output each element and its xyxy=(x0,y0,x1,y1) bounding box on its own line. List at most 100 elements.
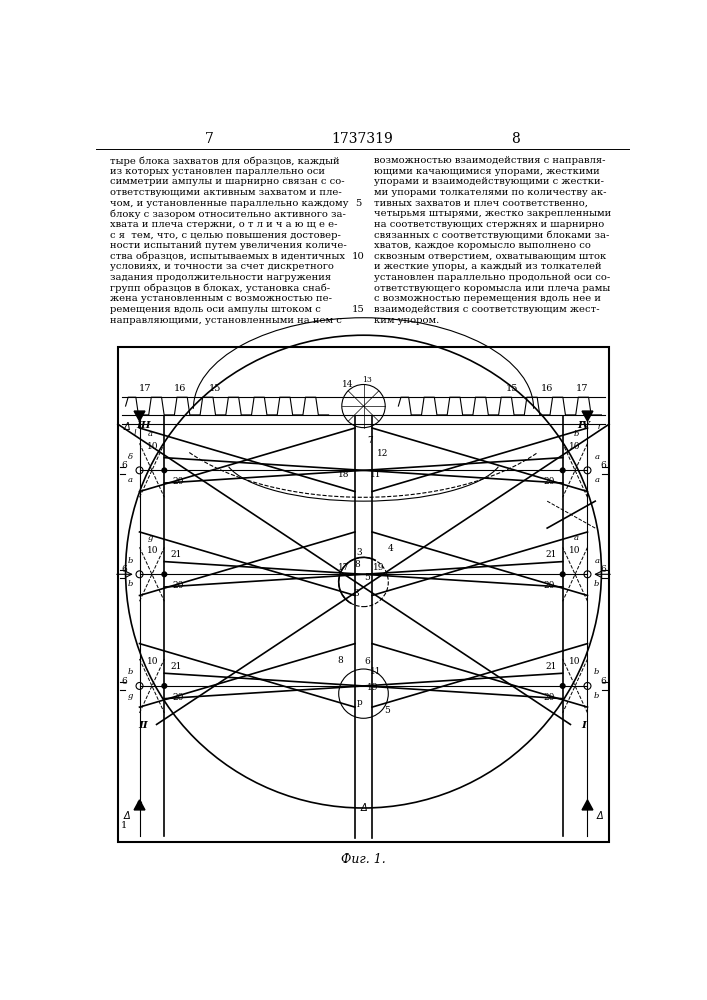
Text: 20: 20 xyxy=(543,477,554,486)
Text: направляющими, установленными на нем с: направляющими, установленными на нем с xyxy=(110,316,342,325)
Text: b: b xyxy=(127,668,133,676)
Text: 6: 6 xyxy=(121,565,127,574)
Text: 13: 13 xyxy=(363,376,373,384)
Text: 8: 8 xyxy=(354,560,360,569)
Text: на соответствующих стержнях и шарнирно: на соответствующих стержнях и шарнирно xyxy=(373,220,604,229)
Circle shape xyxy=(162,468,167,473)
Text: ности испытаний путем увеличения количе-: ности испытаний путем увеличения количе- xyxy=(110,241,347,250)
Text: 6: 6 xyxy=(121,461,127,470)
Polygon shape xyxy=(134,800,145,810)
Text: хвата и плеча стержни, о т л и ч а ю щ е е-: хвата и плеча стержни, о т л и ч а ю щ е… xyxy=(110,220,337,229)
Text: l: l xyxy=(134,429,136,438)
Text: δ: δ xyxy=(128,453,133,461)
Text: возможностью взаимодействия с направля-: возможностью взаимодействия с направля- xyxy=(373,156,605,165)
Text: 17: 17 xyxy=(139,384,151,393)
Text: 20: 20 xyxy=(173,477,184,486)
Text: b: b xyxy=(127,580,133,588)
Text: тыре блока захватов для образцов, каждый: тыре блока захватов для образцов, каждый xyxy=(110,156,339,166)
Text: g: g xyxy=(148,534,153,542)
Text: 21: 21 xyxy=(170,550,182,559)
Text: 21: 21 xyxy=(545,662,556,671)
Polygon shape xyxy=(134,411,145,421)
Text: 16: 16 xyxy=(541,384,554,393)
Text: 6: 6 xyxy=(600,565,606,574)
Text: II: II xyxy=(139,721,148,730)
Text: b: b xyxy=(127,557,133,565)
Text: 2: 2 xyxy=(136,801,143,810)
Text: 3: 3 xyxy=(357,548,363,557)
Text: хватов, каждое коромысло выполнено со: хватов, каждое коромысло выполнено со xyxy=(373,241,590,250)
Text: задания продолжительности нагружения: задания продолжительности нагружения xyxy=(110,273,331,282)
Text: a: a xyxy=(595,453,600,461)
Text: 17: 17 xyxy=(575,384,588,393)
Text: 20: 20 xyxy=(173,581,184,590)
Text: 10: 10 xyxy=(147,546,158,555)
Text: чом, и установленные параллельно каждому: чом, и установленные параллельно каждому xyxy=(110,199,349,208)
Text: 15: 15 xyxy=(209,384,221,393)
Text: 10: 10 xyxy=(568,546,580,555)
Text: взаимодействия с соответствующим жест-: взаимодействия с соответствующим жест- xyxy=(373,305,600,314)
Text: 1737319: 1737319 xyxy=(332,132,393,146)
Circle shape xyxy=(162,684,167,688)
Text: ремещения вдоль оси ампулы штоком с: ремещения вдоль оси ампулы штоком с xyxy=(110,305,321,314)
Text: 15: 15 xyxy=(506,384,518,393)
Text: ответствующего коромысла или плеча рамы: ответствующего коромысла или плеча рамы xyxy=(373,284,610,293)
Text: 8: 8 xyxy=(337,656,343,665)
Text: р: р xyxy=(357,698,363,707)
Text: r: r xyxy=(598,422,602,431)
Text: Фиг. 1.: Фиг. 1. xyxy=(341,853,386,866)
Text: четырьмя штырями, жестко закрепленными: четырьмя штырями, жестко закрепленными xyxy=(373,209,611,218)
Text: g: g xyxy=(127,692,133,700)
Text: 10: 10 xyxy=(147,657,158,666)
Text: 20: 20 xyxy=(543,581,554,590)
Text: и жесткие упоры, а каждый из толкателей: и жесткие упоры, а каждый из толкателей xyxy=(373,262,601,271)
Text: 12: 12 xyxy=(378,449,389,458)
Text: сквозным отверстием, охватывающим шток: сквозным отверстием, охватывающим шток xyxy=(373,252,606,261)
Text: 19: 19 xyxy=(373,563,385,572)
Text: с я  тем, что, с целью повышения достовер-: с я тем, что, с целью повышения достовер… xyxy=(110,231,341,240)
Text: Δ: Δ xyxy=(124,811,130,821)
Text: 16: 16 xyxy=(174,384,186,393)
Text: ответствующими активным захватом и пле-: ответствующими активным захватом и пле- xyxy=(110,188,341,197)
Text: ким упором.: ким упором. xyxy=(373,316,439,325)
Text: 7: 7 xyxy=(368,436,373,445)
Text: 14: 14 xyxy=(342,380,354,389)
Text: ства образцов, испытываемых в идентичных: ства образцов, испытываемых в идентичных xyxy=(110,252,345,261)
Text: a: a xyxy=(148,430,153,438)
Text: 1: 1 xyxy=(121,821,127,830)
Polygon shape xyxy=(582,800,593,810)
Text: b: b xyxy=(594,668,600,676)
Bar xyxy=(118,347,609,842)
Text: 17: 17 xyxy=(339,563,350,572)
Text: групп образцов в блоках, установка снаб-: групп образцов в блоках, установка снаб- xyxy=(110,284,330,293)
Text: a: a xyxy=(574,534,579,542)
Text: Δ: Δ xyxy=(360,803,367,813)
Text: 20: 20 xyxy=(173,693,184,702)
Text: I: I xyxy=(581,721,586,730)
Text: 19: 19 xyxy=(368,683,379,692)
Text: III: III xyxy=(136,421,151,430)
Text: установлен параллельно продольной оси со-: установлен параллельно продольной оси со… xyxy=(373,273,610,282)
Text: 10: 10 xyxy=(568,657,580,666)
Text: 5: 5 xyxy=(355,199,361,208)
Text: 21: 21 xyxy=(545,550,556,559)
Circle shape xyxy=(561,468,565,473)
Text: 7: 7 xyxy=(204,132,214,146)
Text: 11: 11 xyxy=(370,470,381,479)
Text: b: b xyxy=(574,430,579,438)
Text: 6: 6 xyxy=(600,461,606,470)
Text: 10: 10 xyxy=(351,252,365,261)
Text: из которых установлен параллельно оси: из которых установлен параллельно оси xyxy=(110,167,325,176)
Text: 6: 6 xyxy=(600,677,606,686)
Text: 4: 4 xyxy=(387,544,394,553)
Text: ющими качающимися упорами, жесткими: ющими качающимися упорами, жесткими xyxy=(373,167,600,176)
Text: 6: 6 xyxy=(121,677,127,686)
Text: a: a xyxy=(128,476,133,484)
Text: 5: 5 xyxy=(384,706,390,715)
Text: 20: 20 xyxy=(543,693,554,702)
Text: a: a xyxy=(595,557,600,565)
Text: a: a xyxy=(595,476,600,484)
Text: b: b xyxy=(594,692,600,700)
Text: 18: 18 xyxy=(338,470,349,479)
Text: 15: 15 xyxy=(351,305,365,314)
